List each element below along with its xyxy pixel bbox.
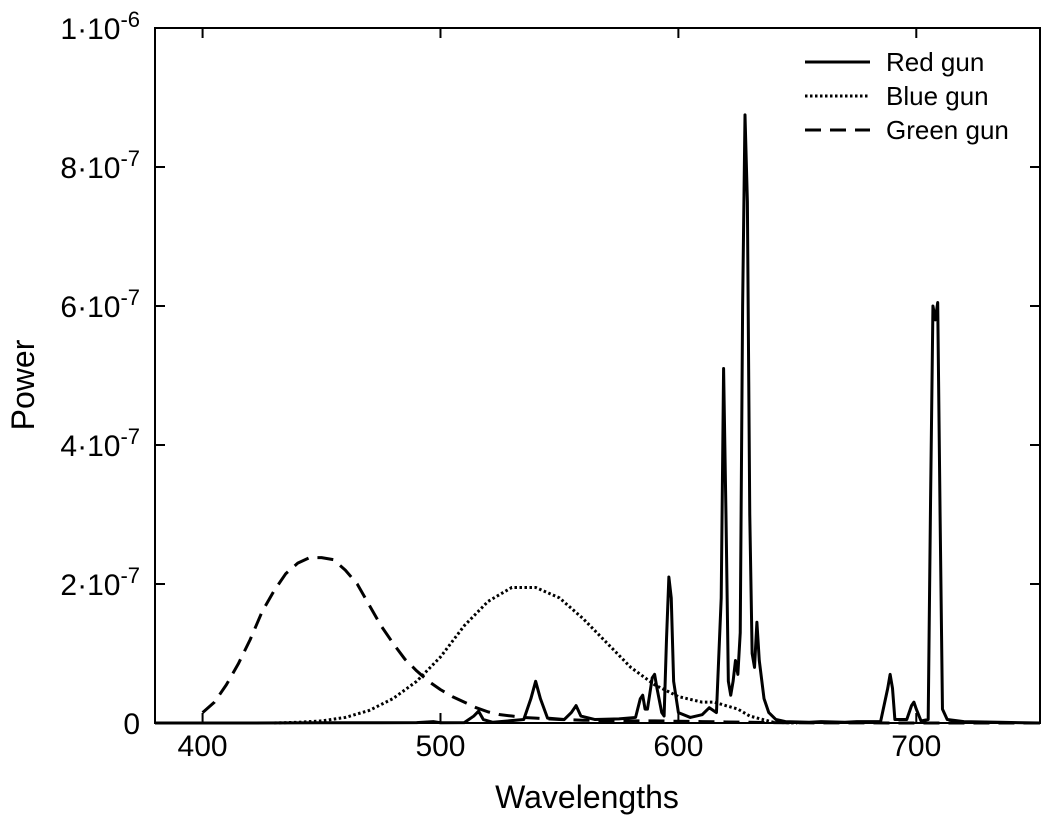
legend-label-blue-gun: Blue gun	[886, 81, 989, 111]
legend-label-red-gun: Red gun	[886, 47, 984, 77]
x-tick-label: 500	[415, 730, 465, 763]
y-tick-label: 4·10-7	[60, 424, 140, 463]
series-layer	[155, 113, 1041, 725]
legend-label-green-gun: Green gun	[886, 115, 1009, 145]
series-line-blue-gun	[273, 585, 798, 725]
y-tick-label: 1·10-6	[60, 7, 140, 46]
series-line-green-gun	[201, 556, 1040, 725]
x-axis-title: Wavelengths	[495, 779, 679, 815]
x-tick-label: 700	[891, 730, 941, 763]
plot-frame	[154, 27, 1041, 724]
series-line-red-gun	[155, 113, 1041, 725]
plot-area-border	[154, 27, 1041, 724]
y-tick-label: 0	[123, 708, 140, 741]
y-tick-label: 8·10-7	[60, 146, 140, 185]
y-axis-ticks: 0 2·10-7 4·10-7 6·10-7 8·10-7 1·10-6	[60, 7, 1040, 741]
y-tick-label: 2·10-7	[60, 563, 140, 602]
y-tick-label: 6·10-7	[60, 285, 140, 324]
x-tick-label: 400	[178, 730, 228, 763]
y-axis-title: Power	[5, 339, 41, 430]
x-axis-ticks: 400 500 600 700	[178, 28, 941, 763]
legend: Red gun Blue gun Green gun	[805, 47, 1009, 145]
x-tick-label: 600	[653, 730, 703, 763]
